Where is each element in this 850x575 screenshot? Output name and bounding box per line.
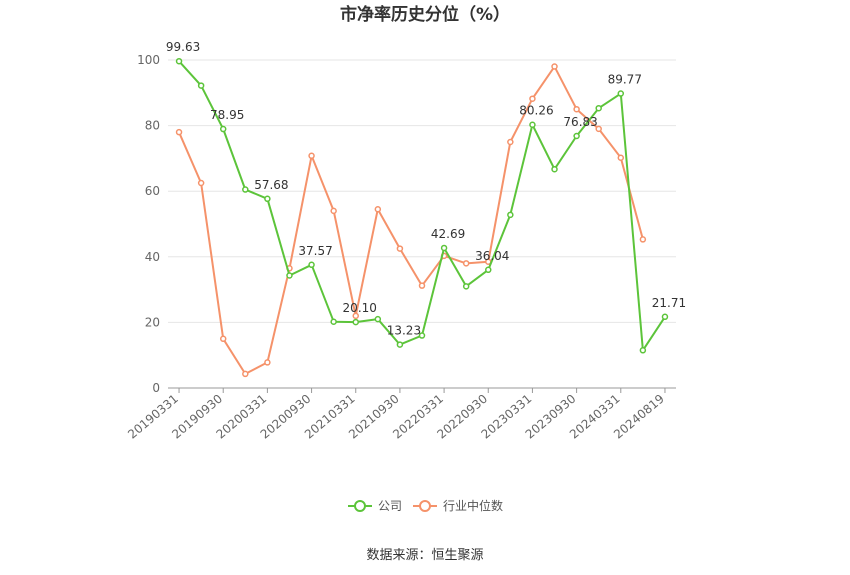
data-point-industry-median [507,138,514,146]
data-point-company [551,165,558,173]
data-point-industry-median [639,236,647,243]
data-label: 89.77 [608,73,642,87]
data-point-company [529,121,536,128]
data-point-company [374,315,382,323]
data-label: 99.63 [166,40,200,54]
legend-label-company: 公司 [378,499,402,513]
data-point-industry-median [242,370,249,378]
data-point-industry-median [264,359,271,366]
grid-lines [168,59,676,323]
data-point-company [219,125,227,133]
y-tick-label: 40 [145,250,160,264]
data-point-company [264,195,271,203]
data-point-company [396,341,404,348]
legend-label-industry-median: 行业中位数 [443,498,503,513]
data-point-company [286,272,293,279]
data-point-company [462,283,470,290]
data-point-company [418,332,426,339]
data-point-industry-median [595,125,602,133]
data-label: 36.04 [475,249,509,263]
legend: 公司 行业中位数 [348,498,503,513]
data-point-company [573,132,580,140]
data-point-industry-median [396,245,404,252]
legend-item-industry-median[interactable]: 行业中位数 [413,498,503,513]
data-point-company [639,347,647,354]
data-point-company [175,57,183,65]
source-note: 数据来源：恒生聚源 [366,548,483,563]
data-label: 80.26 [519,104,553,118]
data-point-industry-median [551,63,558,70]
data-point-company [197,82,205,89]
data-point-company [242,186,249,193]
data-point-industry-median [197,179,205,187]
data-point-industry-median [352,312,359,320]
data-point-industry-median [529,95,536,102]
chart-title: 市净率历史分位（%） [340,4,510,25]
y-tick-label: 100 [137,53,160,67]
data-point-industry-median [175,128,183,136]
series-line-company [178,60,666,352]
data-point-company [507,211,514,219]
data-point-industry-median [374,205,382,213]
y-tick-label: 80 [145,119,160,133]
data-point-company [352,318,359,326]
series-line-industry-median [178,65,644,375]
data-point-company [617,90,625,97]
y-tick-label: 60 [145,184,160,198]
legend-marker-industry-median [419,500,431,512]
data-label: 42.69 [431,227,465,241]
data-point-company [440,244,448,252]
data-point-industry-median [308,152,315,160]
y-tick-label: 20 [145,315,160,329]
data-label: 20.10 [343,301,377,315]
data-point-industry-median [573,105,580,113]
data-label: 37.57 [298,244,332,258]
data-point-company [595,104,602,112]
data-point-company [308,261,315,269]
legend-marker-company [354,500,366,512]
data-point-industry-median [617,154,625,161]
data-point-company [661,313,669,321]
series-layer [175,57,669,378]
data-point-company [485,266,492,274]
data-label: 76.83 [563,115,597,129]
data-label: 57.68 [254,178,288,192]
data-label: 78.95 [210,108,244,122]
y-tick-label: 0 [152,381,160,395]
data-point-industry-median [219,335,227,343]
data-point-company [330,318,337,325]
data-label: 13.23 [387,324,421,338]
data-point-industry-median [418,282,426,289]
data-point-industry-median [462,260,470,267]
data-point-industry-median [330,207,337,215]
legend-item-company[interactable]: 公司 [348,499,402,513]
data-label: 21.71 [652,296,686,310]
data-labels: 99.63 78.95 57.68 37.57 20.10 13.23 42.69 36.04… [166,40,686,337]
